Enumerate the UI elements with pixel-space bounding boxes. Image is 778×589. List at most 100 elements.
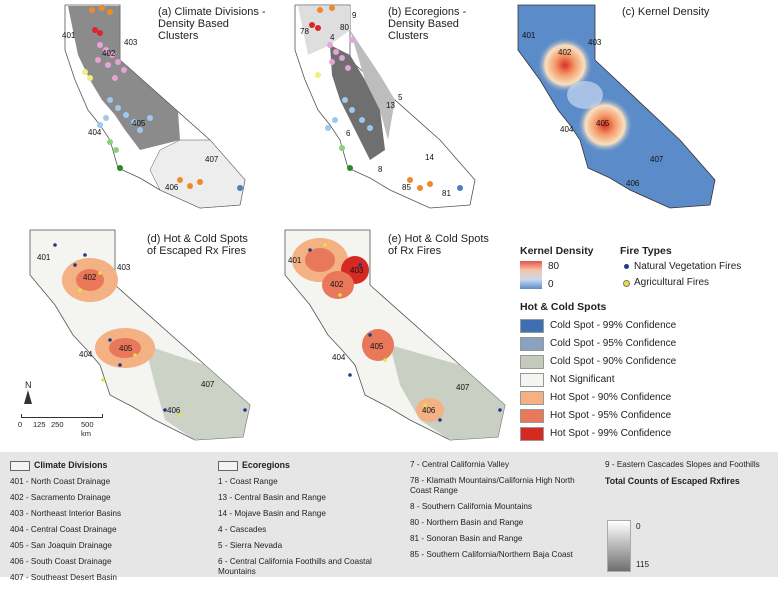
map-a: 401 402 403 404 405 406 407	[62, 4, 246, 209]
label-404: 404	[79, 350, 93, 359]
counts-header: Total Counts of Escaped Rxfires	[605, 476, 740, 486]
panel-a-title: (a) Climate Divisions - Density Based Cl…	[158, 6, 266, 42]
map-b: 9 78 80 4 5 13 6 14 8 85 81	[294, 4, 476, 209]
fire-points	[53, 243, 247, 417]
eco-item-1: 1 - Coast Range	[218, 476, 278, 486]
hotcold-legend-title: Hot & Cold Spots	[520, 301, 607, 313]
north-arrow-shape	[24, 390, 32, 404]
label-407: 407	[650, 155, 664, 164]
label-403: 403	[350, 266, 364, 275]
label-405: 405	[370, 342, 384, 351]
hotspot-406	[416, 398, 444, 422]
label-80: 80	[340, 23, 349, 32]
label-9: 9	[352, 11, 357, 20]
label-78: 78	[300, 27, 309, 36]
climate-swatch	[10, 460, 30, 471]
counts-ramp	[607, 520, 631, 572]
panel-c-title: (c) Kernel Density	[622, 6, 710, 18]
panel-b-ecoregion-clusters: 9 78 80 4 5 13 6 14 8 85 81 (b) Ecoregio…	[270, 0, 485, 215]
agri-fire-dot-icon	[623, 280, 630, 287]
label-402: 402	[102, 49, 116, 58]
panel-d-title: (d) Hot & Cold Spots of Escaped Rx Fires	[147, 233, 248, 257]
kernel-density-ramp	[520, 261, 542, 289]
climate-division-light	[149, 139, 246, 209]
natural-fire-dot-icon	[624, 264, 629, 269]
scale-tick-500: 500 km	[81, 420, 94, 438]
hotcold-label-4: Hot Spot - 90% Confidence	[550, 392, 672, 403]
scale-tick-250: 250	[51, 420, 64, 429]
hotcold-label-0: Cold Spot - 99% Confidence	[550, 320, 677, 331]
density-hot-405	[577, 97, 633, 153]
label-406: 406	[167, 406, 181, 415]
label-404: 404	[332, 353, 346, 362]
eco-item-14: 14 - Mojave Basin and Range	[218, 508, 326, 518]
eco-item-7: 7 - Central California Valley	[410, 460, 510, 469]
fire-types-legend-title: Fire Types	[620, 245, 672, 257]
label-401: 401	[62, 31, 76, 40]
eco-item-78: 78 - Klamath Mountains/California High N…	[410, 476, 575, 495]
scale-bar: N 0 125 250 500 km	[15, 380, 105, 440]
climate-item-402: 402 - Sacramento Drainage	[10, 492, 111, 502]
hotcold-swatch-4	[520, 391, 544, 405]
ecoregion-list-3: 9 - Eastern Cascades Slopes and Foothill…	[605, 460, 770, 492]
climate-item-404: 404 - Central Coast Drainage	[10, 524, 117, 534]
ecoregion-dark	[330, 45, 385, 160]
label-402: 402	[83, 273, 97, 282]
label-401: 401	[522, 31, 536, 40]
label-403: 403	[124, 38, 138, 47]
eco-item-6: 6 - Central California Foothills and Coa…	[218, 556, 372, 576]
label-404: 404	[88, 128, 102, 137]
map-legend: Kernel Density 80 0 Fire Types Natural V…	[520, 245, 775, 445]
map-e: 401 402 403 404 405 407 406	[284, 229, 506, 441]
hotspot-north-core	[305, 248, 335, 272]
hotspot-405	[362, 329, 394, 361]
label-406: 406	[422, 406, 436, 415]
label-405: 405	[119, 344, 133, 353]
panel-a-climate-clusters: 401 402 403 404 405 406 407 (a) Climate …	[40, 0, 266, 215]
bottom-legend: Climate Divisions 401 - North Coast Drai…	[0, 452, 778, 582]
cluster-points	[309, 5, 463, 191]
hotcold-swatch-1	[520, 337, 544, 351]
scale-line	[21, 414, 103, 418]
label-81: 81	[442, 189, 451, 198]
eco-item-81: 81 - Sonoran Basin and Range	[410, 534, 523, 543]
hotspot-402	[322, 271, 354, 299]
agri-fire-label: Agricultural Fires	[634, 277, 710, 288]
scale-tick-0: 0	[18, 420, 23, 429]
panel-e-rx-hotspots: 401 402 403 404 405 407 406 (e) Hot & Co…	[270, 225, 515, 450]
hotcold-label-1: Cold Spot - 95% Confidence	[550, 338, 677, 349]
hotcold-swatch-6	[520, 427, 544, 441]
ecoregion-list-2: 7 - Central California Valley 78 - Klama…	[410, 460, 590, 566]
label-4: 4	[330, 33, 335, 42]
panel-e-title: (e) Hot & Cold Spots of Rx Fires	[388, 233, 489, 257]
hotcold-label-5: Hot Spot - 95% Confidence	[550, 410, 672, 421]
hotcold-swatch-3	[520, 373, 544, 387]
map-d: 401 402 403 404 405 407 406	[29, 229, 251, 441]
label-403: 403	[117, 263, 131, 272]
density-soft	[567, 81, 603, 109]
panel-c-kernel-density: 401 402 403 404 405 407 406 (c) Kernel D…	[510, 0, 725, 215]
label-405: 405	[596, 119, 610, 128]
climate-item-406: 406 - South Coast Drainage	[10, 556, 112, 566]
panel-d-escaped-hotspots: 401 402 403 404 405 407 406 (d) Hot & Co…	[15, 225, 260, 450]
hotcold-label-6: Hot Spot - 99% Confidence	[550, 428, 672, 439]
kernel-density-min: 0	[548, 279, 554, 290]
fire-points	[308, 243, 502, 422]
label-85: 85	[402, 183, 411, 192]
label-402: 402	[558, 48, 572, 57]
hotcold-swatch-2	[520, 355, 544, 369]
eco-item-8: 8 - Southern California Mountains	[410, 502, 532, 511]
eco-item-80: 80 - Northern Basin and Range	[410, 518, 524, 527]
label-8: 8	[378, 165, 383, 174]
eco-item-85: 85 - Southern California/Northern Baja C…	[410, 550, 573, 559]
label-5: 5	[398, 93, 403, 102]
climate-division-dark	[68, 6, 180, 150]
eco-item-4: 4 - Cascades	[218, 524, 267, 534]
ecoregion-header: Ecoregions	[218, 460, 388, 471]
hotcold-label-2: Cold Spot - 90% Confidence	[550, 356, 677, 367]
climate-item-403: 403 - Northeast Interior Basins	[10, 508, 122, 518]
label-402: 402	[330, 280, 344, 289]
counts-min: 0	[636, 522, 641, 531]
climate-item-401: 401 - North Coast Drainage	[10, 476, 111, 486]
label-401: 401	[288, 256, 302, 265]
